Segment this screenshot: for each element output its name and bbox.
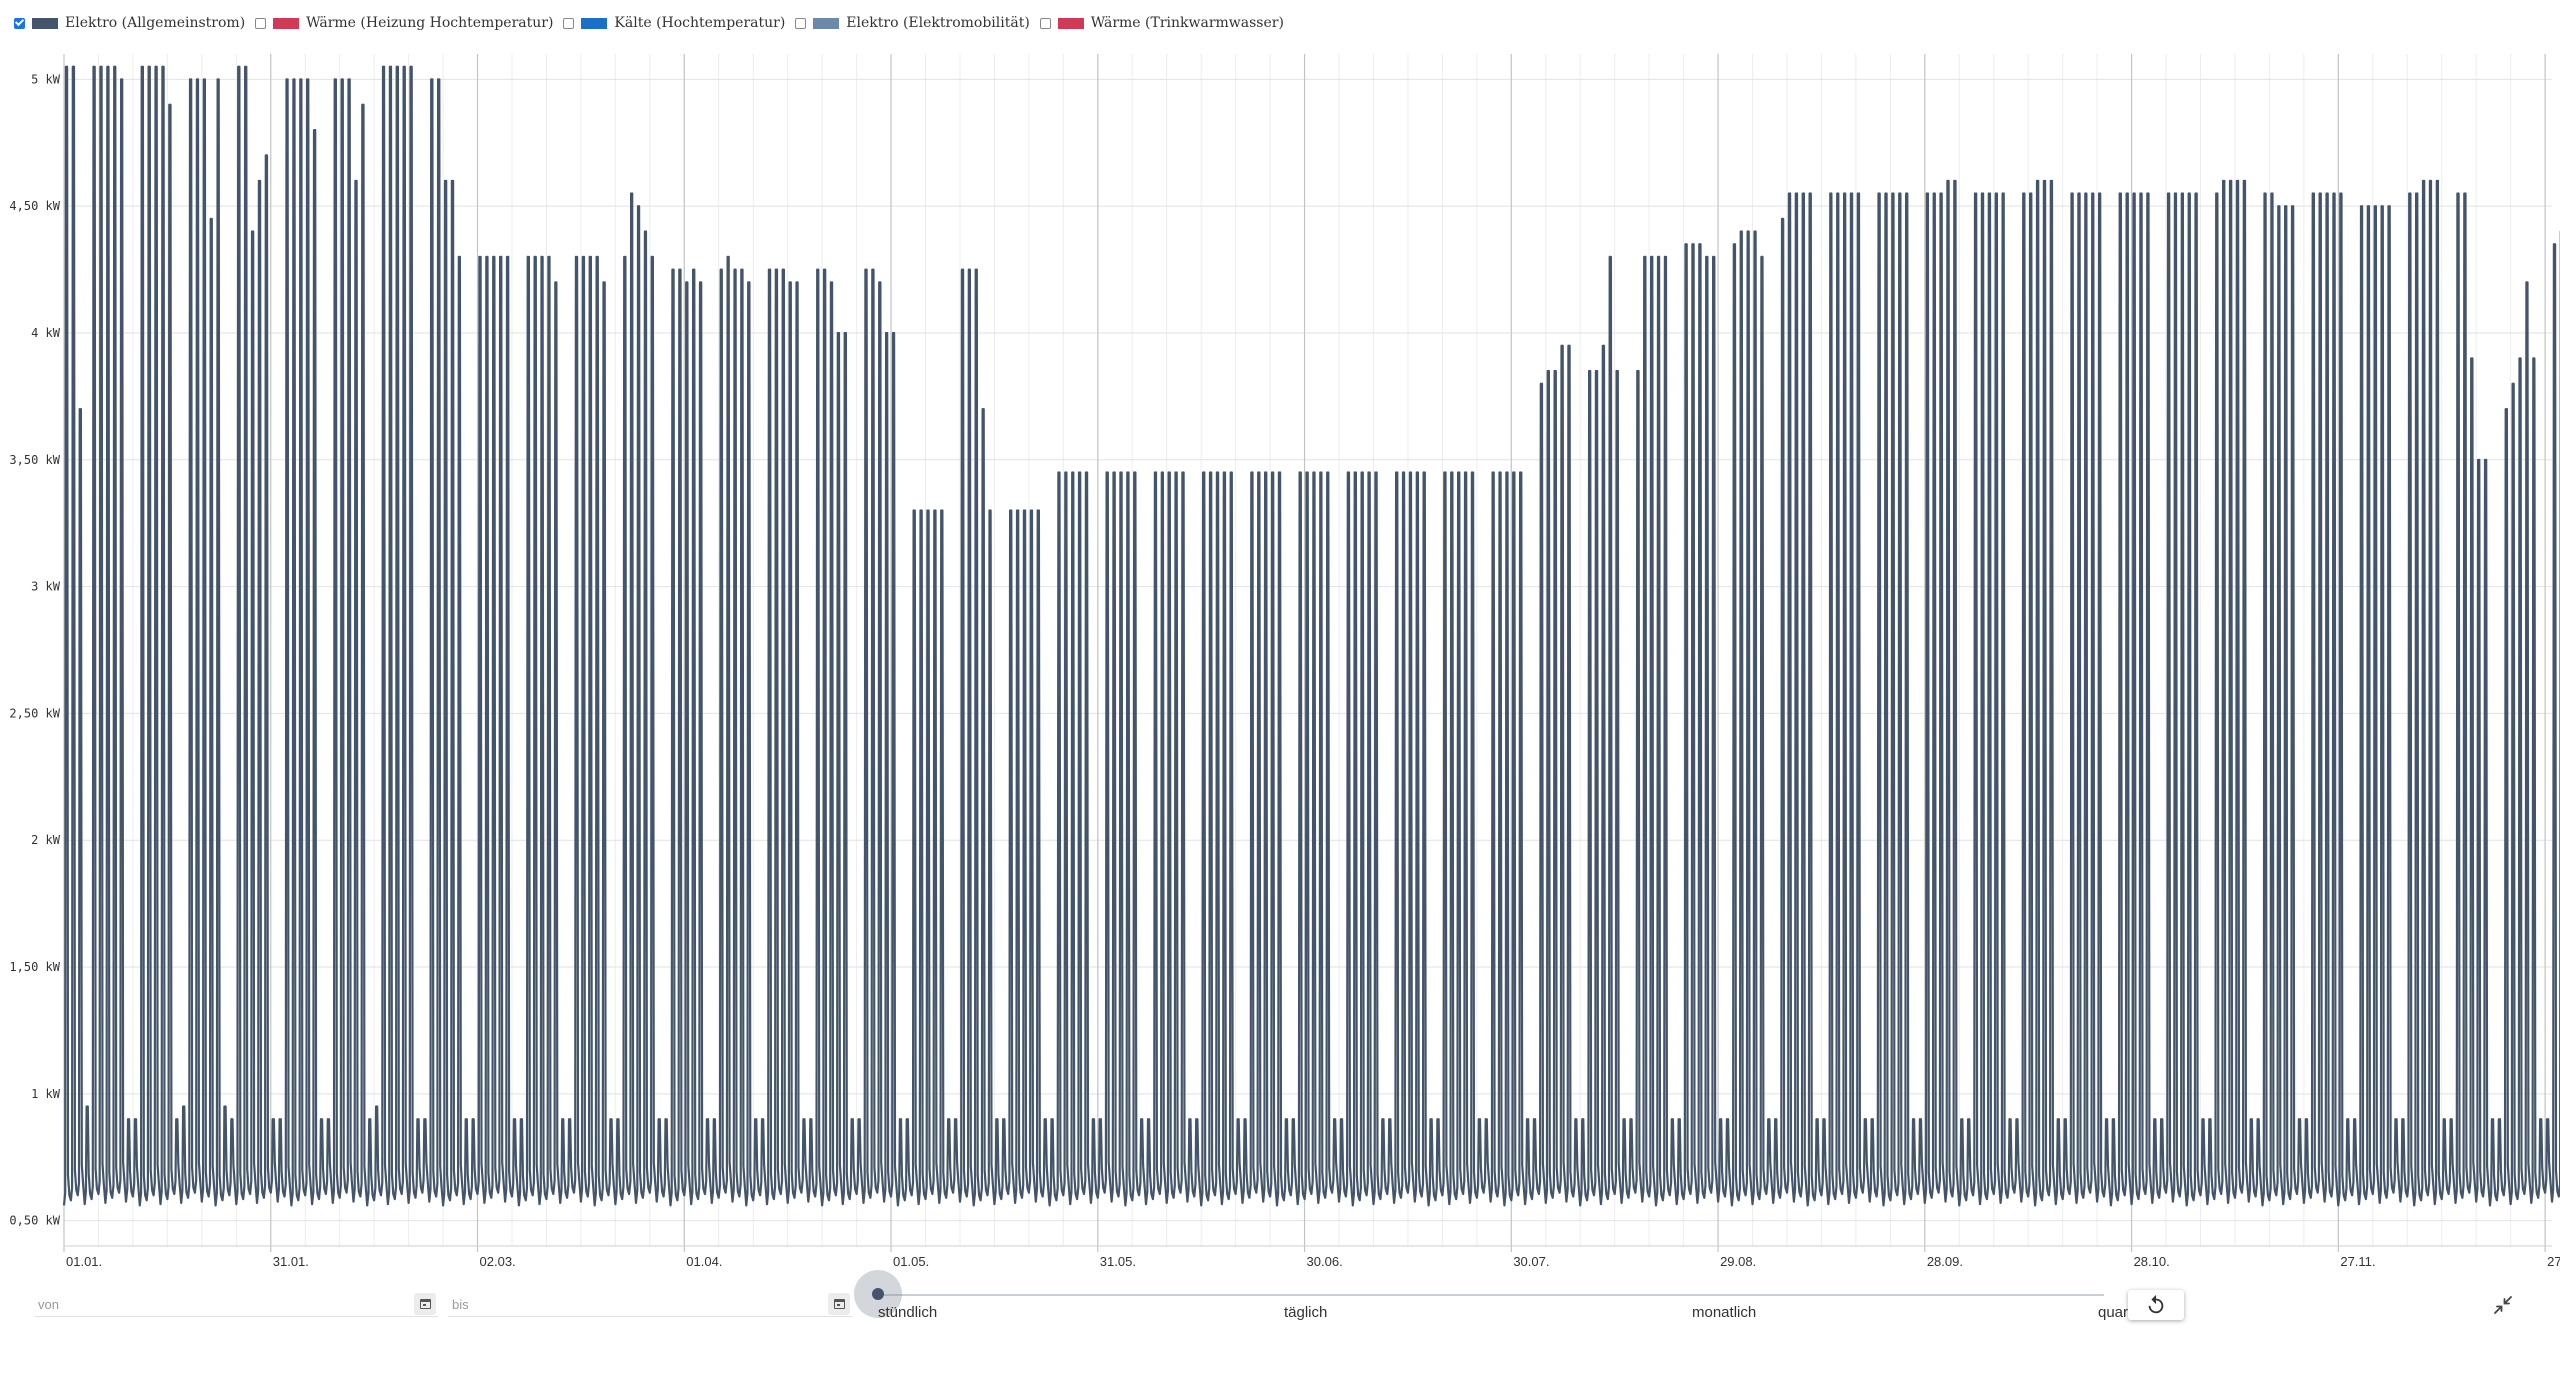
date-from-input[interactable] [34, 1291, 414, 1317]
resolution-slider-thumb[interactable] [872, 1288, 884, 1300]
legend-label: Wärme (Heizung Hochtemperatur) [306, 15, 554, 31]
legend-checkbox[interactable] [255, 17, 267, 29]
legend-swatch [32, 17, 58, 29]
legend-item[interactable]: Kälte (Hochtemperatur) [563, 15, 785, 31]
x-tick-label: 30.06. [1307, 1254, 1343, 1269]
y-tick-label: 5 kW [31, 72, 61, 86]
resolution-option-monthly[interactable]: monatlich [1692, 1304, 1757, 1321]
y-tick-label: 1,50 kW [9, 960, 60, 974]
legend-checkbox[interactable] [14, 17, 25, 29]
x-tick-label: 31.05. [1100, 1254, 1136, 1269]
reset-icon [2148, 1294, 2164, 1314]
date-from-field[interactable] [34, 1291, 438, 1317]
legend-checkbox[interactable] [795, 17, 807, 29]
legend-swatch [273, 17, 300, 29]
date-to-input[interactable] [448, 1291, 828, 1317]
y-tick-label: 3 kW [31, 580, 61, 594]
calendar-icon [833, 1299, 845, 1309]
resolution-slider-track[interactable] [878, 1294, 2104, 1296]
date-to-field[interactable] [448, 1291, 852, 1317]
calendar-icon [419, 1299, 431, 1309]
x-tick-label: 30.07. [1513, 1254, 1549, 1269]
y-tick-label: 0,50 kW [9, 1214, 60, 1228]
legend-swatch [1057, 17, 1084, 29]
legend-label: Wärme (Trinkwarmwasser) [1090, 15, 1284, 31]
x-tick-label: 01.01. [66, 1254, 102, 1269]
x-tick-label: 02.03. [480, 1254, 516, 1269]
x-tick-label: 01.05. [893, 1254, 929, 1269]
resolution-option-quarterly[interactable]: quar [2098, 1304, 2128, 1321]
collapse-button[interactable] [2490, 1292, 2516, 1318]
x-tick-label: 27.12. [2547, 1254, 2560, 1269]
legend-checkbox[interactable] [563, 17, 575, 29]
legend-label: Kälte (Hochtemperatur) [614, 15, 786, 31]
x-tick-label: 01.04. [686, 1254, 722, 1269]
y-tick-label: 2 kW [31, 833, 61, 847]
legend-swatch [813, 17, 840, 29]
legend-label: Elektro (Elektromobilität) [846, 15, 1030, 31]
y-tick-label: 4,50 kW [9, 199, 60, 213]
x-tick-label: 27.11. [2340, 1254, 2375, 1269]
chart-legend: Elektro (Allgemeinstrom) Wärme (Heizung H… [14, 12, 1294, 34]
series-line-elektro-allgemeinstrom [62, 65, 2560, 1207]
collapse-icon [2494, 1296, 2512, 1314]
legend-item[interactable]: Elektro (Elektromobilität) [795, 15, 1030, 31]
y-tick-label: 4 kW [31, 326, 61, 340]
x-tick-label: 28.10. [2134, 1254, 2170, 1269]
x-tick-label: 29.08. [1720, 1254, 1756, 1269]
legend-swatch [581, 17, 608, 29]
date-from-calendar-button[interactable] [414, 1293, 436, 1315]
legend-checkbox[interactable] [1039, 17, 1051, 29]
legend-item[interactable]: Elektro (Allgemeinstrom) [14, 15, 245, 31]
y-tick-label: 2,50 kW [9, 706, 60, 720]
y-tick-label: 3,50 kW [9, 453, 60, 467]
reset-zoom-button[interactable] [2128, 1290, 2184, 1320]
legend-item[interactable]: Wärme (Trinkwarmwasser) [1039, 15, 1284, 31]
x-tick-label: 28.09. [1927, 1254, 1963, 1269]
resolution-option-hourly[interactable]: stündlich [878, 1304, 938, 1321]
y-tick-label: 1 kW [31, 1087, 61, 1101]
energy-chart: 0,50 kW 1 kW 1,50 kW 2 kW 2,50 kW 3 kW 3,50 kW… [9, 54, 2560, 1269]
resolution-option-daily[interactable]: täglich [1284, 1304, 1328, 1321]
date-to-calendar-button[interactable] [828, 1293, 850, 1315]
x-tick-label: 31.01. [273, 1254, 309, 1269]
legend-label: Elektro (Allgemeinstrom) [65, 15, 246, 31]
legend-item[interactable]: Wärme (Heizung Hochtemperatur) [255, 15, 553, 31]
